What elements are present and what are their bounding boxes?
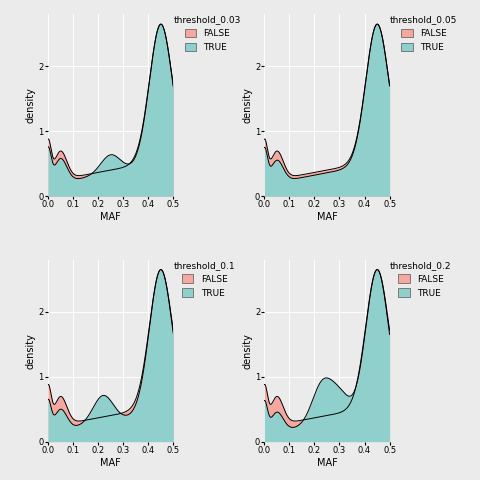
- X-axis label: MAF: MAF: [100, 457, 121, 468]
- X-axis label: MAF: MAF: [317, 457, 337, 468]
- Legend: FALSE, TRUE: FALSE, TRUE: [390, 261, 452, 298]
- Legend: FALSE, TRUE: FALSE, TRUE: [390, 15, 457, 52]
- Y-axis label: density: density: [242, 333, 252, 369]
- Legend: FALSE, TRUE: FALSE, TRUE: [174, 15, 241, 52]
- Y-axis label: density: density: [26, 333, 36, 369]
- X-axis label: MAF: MAF: [317, 212, 337, 222]
- Y-axis label: density: density: [26, 87, 36, 123]
- Legend: FALSE, TRUE: FALSE, TRUE: [174, 261, 235, 298]
- Y-axis label: density: density: [242, 87, 252, 123]
- X-axis label: MAF: MAF: [100, 212, 121, 222]
